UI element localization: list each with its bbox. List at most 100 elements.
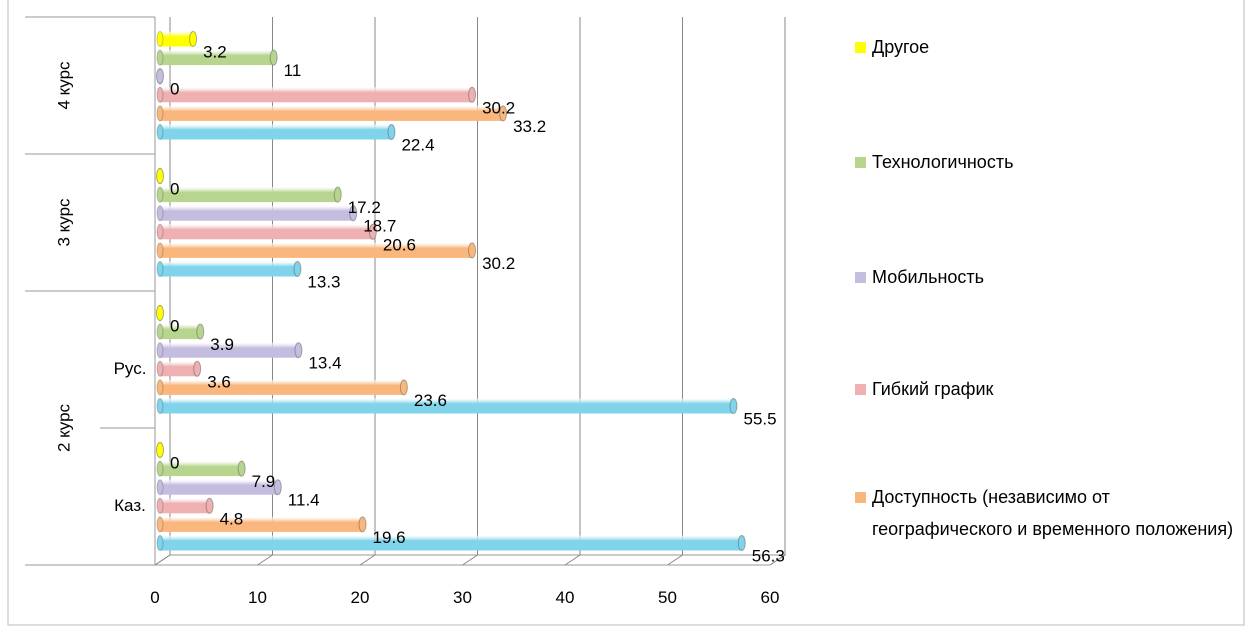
- bar-cap: [468, 86, 477, 103]
- x-tick-label: 10: [248, 588, 267, 607]
- grid-line: [462, 17, 478, 566]
- bar: [156, 516, 367, 533]
- legend-label: Доступность (независимо от географическо…: [872, 487, 1234, 539]
- bar-body: [160, 398, 734, 414]
- value-label: 0: [170, 453, 179, 472]
- bar-cap: [156, 105, 164, 122]
- bar: [156, 223, 377, 240]
- bar-cap: [156, 360, 164, 377]
- bar-cap: [294, 342, 303, 359]
- value-label: 11: [284, 61, 302, 80]
- group-label: 4 курс: [54, 61, 73, 110]
- value-label: 4.8: [220, 509, 244, 528]
- bar-cap: [156, 86, 164, 103]
- bar-body: [160, 324, 201, 340]
- bar-body: [160, 498, 210, 514]
- bar-cap: [156, 497, 164, 514]
- bar: [156, 398, 738, 414]
- value-label: 22.4: [401, 135, 434, 154]
- bar: [156, 86, 477, 103]
- bar-body: [160, 105, 504, 121]
- bar-cap: [156, 68, 164, 85]
- value-label: 13.4: [308, 354, 341, 373]
- bar: [156, 168, 164, 184]
- value-label: 30.2: [482, 98, 515, 117]
- bar-cap: [189, 31, 198, 47]
- bar-body: [160, 535, 742, 551]
- value-label: 55.5: [744, 409, 777, 428]
- bar-body: [160, 461, 242, 477]
- bar-body: [160, 205, 354, 221]
- bar-cap: [156, 186, 164, 203]
- bar: [156, 379, 408, 396]
- value-label: 3.6: [207, 372, 231, 391]
- value-label: 23.6: [414, 391, 447, 410]
- bar-cap: [156, 305, 164, 321]
- bar-cap: [156, 205, 164, 222]
- bar-cap: [193, 360, 202, 377]
- value-label: 30.2: [482, 254, 515, 273]
- bar-body: [160, 224, 373, 240]
- bar-cap: [358, 516, 367, 533]
- bar-cap: [269, 49, 278, 66]
- bar-body: [160, 50, 274, 66]
- bar: [156, 186, 342, 203]
- legend-label: Другое: [872, 37, 930, 57]
- x-tick-label: 0: [150, 588, 159, 607]
- bar-cap: [156, 460, 164, 477]
- bar: [156, 460, 246, 477]
- value-label: 33.2: [513, 117, 546, 136]
- value-label: 3.9: [210, 335, 234, 354]
- bar-cap: [156, 223, 164, 240]
- legend-swatch: [855, 157, 866, 168]
- x-tick-label: 20: [351, 588, 370, 607]
- value-label: 20.6: [383, 235, 416, 254]
- bar: [156, 68, 164, 85]
- bar-body: [160, 342, 299, 358]
- category-label: Рус.: [114, 359, 147, 378]
- bar-cap: [387, 124, 396, 140]
- legend-swatch: [855, 384, 866, 395]
- value-label: 56.3: [752, 546, 785, 565]
- bar-body: [160, 379, 404, 395]
- bar-cap: [156, 379, 164, 396]
- bar-cap: [156, 323, 164, 340]
- bar-body: [160, 87, 473, 103]
- bar-body: [160, 479, 278, 495]
- bar: [156, 323, 205, 340]
- bar: [156, 31, 198, 47]
- value-label: 11.4: [288, 491, 320, 510]
- value-label: 0: [170, 179, 179, 198]
- bar-cap: [156, 442, 164, 458]
- bar-cap: [156, 342, 164, 359]
- value-label: 17.2: [348, 198, 381, 217]
- x-tick-label: 30: [453, 588, 472, 607]
- bar-cap: [737, 535, 746, 551]
- value-label: 18.7: [363, 217, 396, 236]
- bar-cap: [293, 261, 302, 277]
- x-tick-label: 60: [761, 588, 780, 607]
- bar-cap: [156, 31, 164, 47]
- bar-cap: [156, 479, 164, 496]
- bar-cap: [156, 124, 164, 140]
- bar-body: [160, 361, 198, 377]
- bar: [156, 205, 358, 222]
- bar-cap: [349, 205, 358, 222]
- legend-swatch: [855, 42, 866, 53]
- bar: [156, 442, 164, 458]
- value-label: 0: [170, 316, 179, 335]
- group-label: 2 курс: [54, 403, 73, 452]
- legend-label: Технологичность: [872, 152, 1014, 172]
- value-label: 3.2: [203, 42, 227, 61]
- bar: [156, 124, 396, 140]
- bar: [156, 49, 278, 66]
- bar-body: [160, 187, 338, 203]
- bar: [156, 497, 214, 514]
- category-label: Каз.: [114, 496, 146, 515]
- grid-line: [769, 17, 786, 566]
- grid-line: [359, 17, 376, 566]
- value-label: 0: [170, 80, 179, 99]
- bar: [156, 105, 508, 122]
